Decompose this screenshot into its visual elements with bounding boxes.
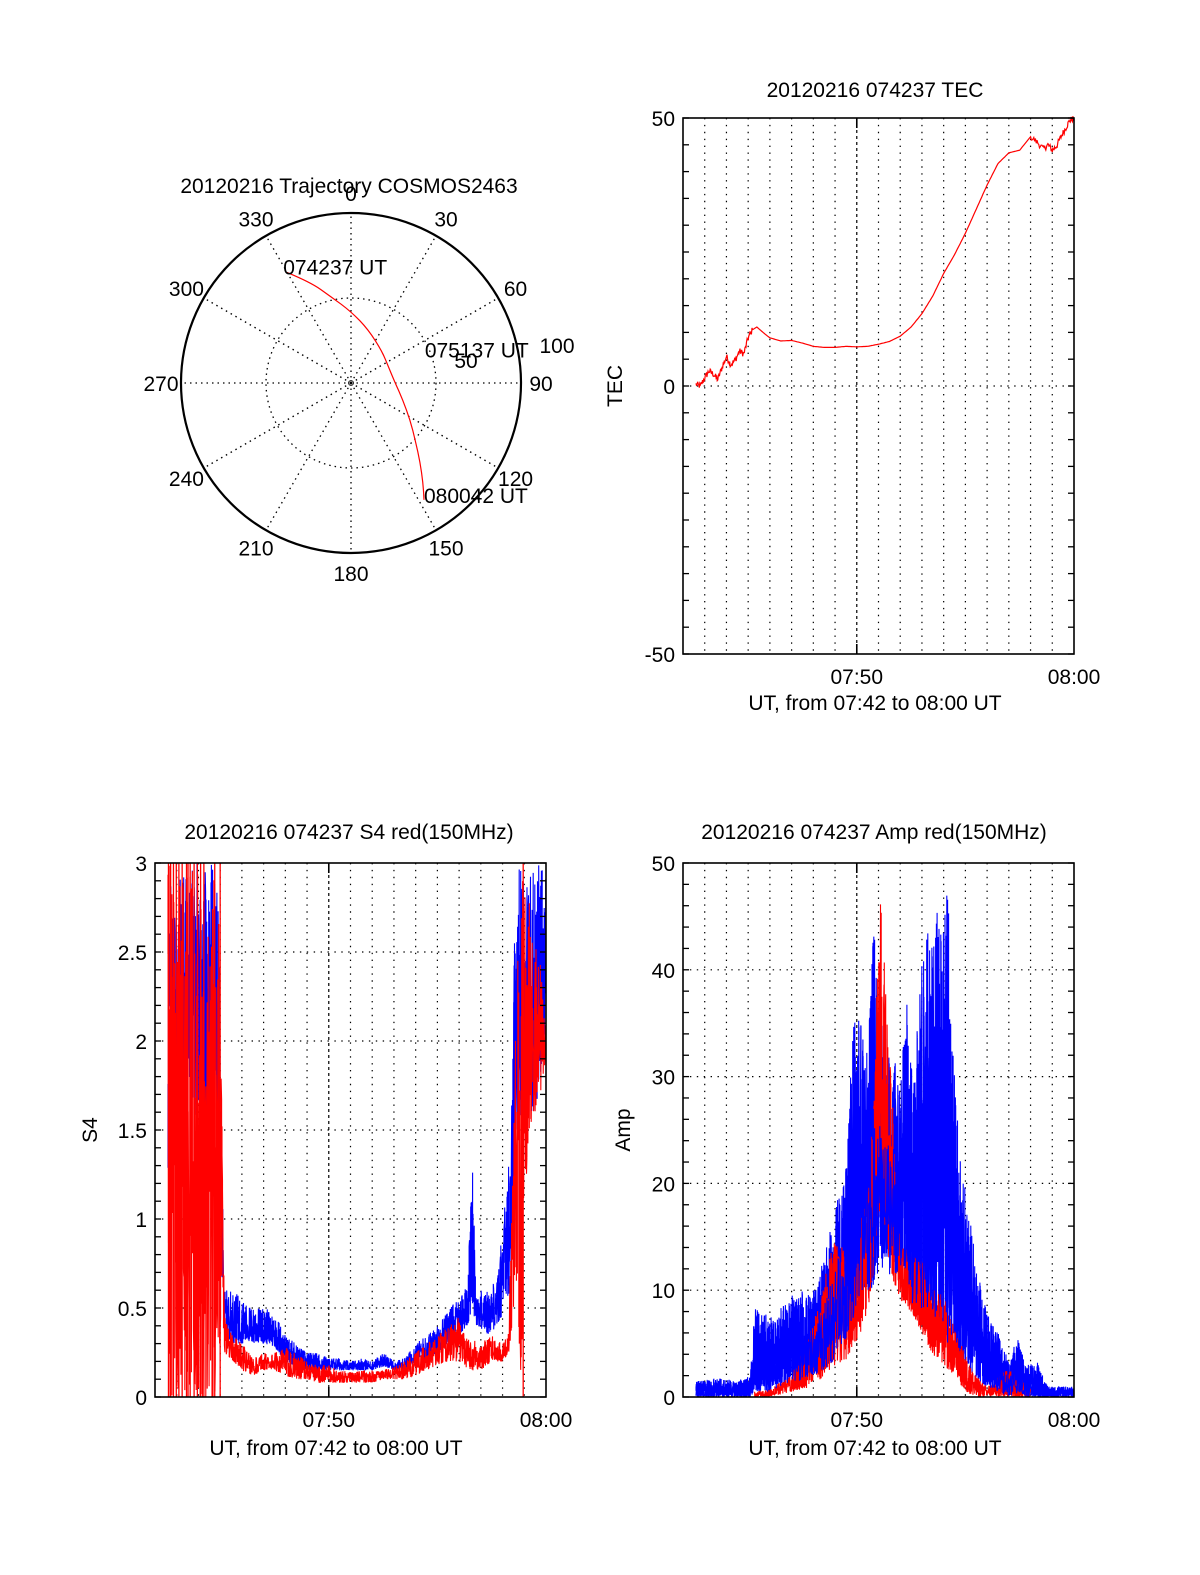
y-tick-label: 0 — [135, 1387, 147, 1410]
x-tick-label: 07:50 — [830, 666, 883, 689]
polar-series — [286, 272, 425, 500]
amp-xlabel: UT, from 07:42 to 08:00 UT — [748, 1437, 1001, 1460]
y-tick-label: 30 — [652, 1067, 675, 1090]
trajectory-line — [286, 272, 425, 500]
y-tick-label: 3 — [135, 853, 147, 876]
tec-grid — [683, 118, 1074, 654]
amp-blue-overlay — [695, 1090, 1075, 1398]
polar-spoke — [350, 235, 437, 384]
s4-ylabel: S4 — [79, 1117, 102, 1143]
trajectory-time-annotation: 074237 UT — [283, 257, 387, 280]
polar-azimuth-label: 180 — [333, 563, 368, 586]
tec-ticks: 50 0 -50 07:50 08:00 — [645, 108, 1101, 689]
x-tick-label: 08:00 — [1048, 666, 1101, 689]
polar-spoke — [265, 235, 352, 384]
amp-ticks: 0 10 20 30 40 50 07:50 08:00 — [652, 853, 1101, 1432]
polar-azimuth-label: 60 — [504, 278, 527, 301]
s4-plot: 20120216 074237 S4 red(150MHz) 0 0.5 1 1.5 2… — [79, 821, 572, 1460]
tec-plot: 20120216 074237 TEC 50 0 -50 07:50 08:00 UT,… — [604, 79, 1100, 715]
polar-spoke — [265, 382, 352, 531]
amp-series — [695, 895, 1075, 1398]
polar-spoke — [350, 297, 499, 384]
y-tick-label: 0.5 — [118, 1298, 147, 1321]
polar-azimuth-label: 30 — [434, 208, 457, 231]
trajectory-polar-plot: 20120216 Trajectory COSMOS2463 0 30 60 90 12… — [143, 175, 574, 586]
s4-blue-series — [167, 863, 547, 1371]
polar-center — [348, 380, 354, 386]
y-tick-label: 1 — [135, 1209, 147, 1232]
tec-ylabel: TEC — [604, 365, 627, 407]
s4-title: 20120216 074237 S4 red(150MHz) — [184, 821, 513, 844]
amp-title: 20120216 074237 Amp red(150MHz) — [701, 821, 1047, 844]
polar-azimuth-label: 300 — [169, 278, 204, 301]
y-tick-label: 0 — [663, 1387, 675, 1410]
y-tick-label: 1.5 — [118, 1120, 147, 1143]
s4-ticks: 0 0.5 1 1.5 2 2.5 3 07:50 08:00 — [118, 853, 572, 1432]
tec-xlabel: UT, from 07:42 to 08:00 UT — [748, 692, 1001, 715]
tec-series — [695, 116, 1075, 388]
polar-azimuth-label: 150 — [428, 538, 463, 561]
x-tick-label: 08:00 — [520, 1409, 573, 1432]
polar-azimuth-label: 0 — [345, 183, 357, 206]
plot-frame — [682, 862, 1075, 1398]
polar-azimuth-label: 120 — [498, 468, 533, 491]
s4-grid — [155, 863, 546, 1397]
y-tick-label: 50 — [652, 853, 675, 876]
y-tick-label: 40 — [652, 960, 675, 983]
amp-plot: 20120216 074237 Amp red(150MHz) 0 10 20 30 4… — [612, 821, 1100, 1460]
y-tick-label: 50 — [652, 108, 675, 131]
polar-spoke — [350, 382, 437, 531]
amp-ylabel: Amp — [612, 1108, 635, 1151]
polar-azimuth-label: 90 — [529, 373, 552, 396]
polar-outer-ring — [179, 211, 523, 555]
polar-labels: 0 30 60 90 120 150 180 210 240 270 300 330 50 100 0742… — [143, 183, 574, 586]
polar-azimuth-label: 270 — [143, 373, 178, 396]
y-tick-label: 0 — [663, 376, 675, 399]
s4-xlabel: UT, from 07:42 to 08:00 UT — [209, 1437, 462, 1460]
y-tick-label: 2.5 — [118, 942, 147, 965]
polar-spoke — [203, 297, 352, 384]
polar-azimuth-label: 330 — [238, 208, 273, 231]
polar-ring-label: 50 — [454, 350, 477, 373]
polar-ring-label: 100 — [539, 335, 574, 358]
x-tick-label: 07:50 — [302, 1409, 355, 1432]
x-tick-label: 07:50 — [830, 1409, 883, 1432]
tec-line — [695, 116, 1075, 388]
s4-series — [167, 863, 547, 1397]
trajectory-title: 20120216 Trajectory COSMOS2463 — [180, 175, 517, 198]
polar-azimuth-label: 240 — [169, 468, 204, 491]
trajectory-time-annotation: 075137 UT — [425, 340, 529, 363]
amp-frame — [682, 862, 1075, 1398]
y-tick-label: 2 — [135, 1031, 147, 1054]
trajectory-time-annotation: 080042 UT — [424, 485, 528, 508]
polar-grid — [179, 211, 523, 555]
polar-ring-50 — [265, 297, 437, 469]
y-tick-label: 20 — [652, 1173, 675, 1196]
polar-spoke — [203, 382, 352, 469]
tec-title: 20120216 074237 TEC — [767, 79, 984, 102]
y-tick-label: -50 — [645, 644, 675, 667]
polar-spoke — [350, 382, 499, 469]
y-tick-label: 10 — [652, 1280, 675, 1303]
polar-azimuth-label: 210 — [238, 538, 273, 561]
x-tick-label: 08:00 — [1048, 1409, 1101, 1432]
